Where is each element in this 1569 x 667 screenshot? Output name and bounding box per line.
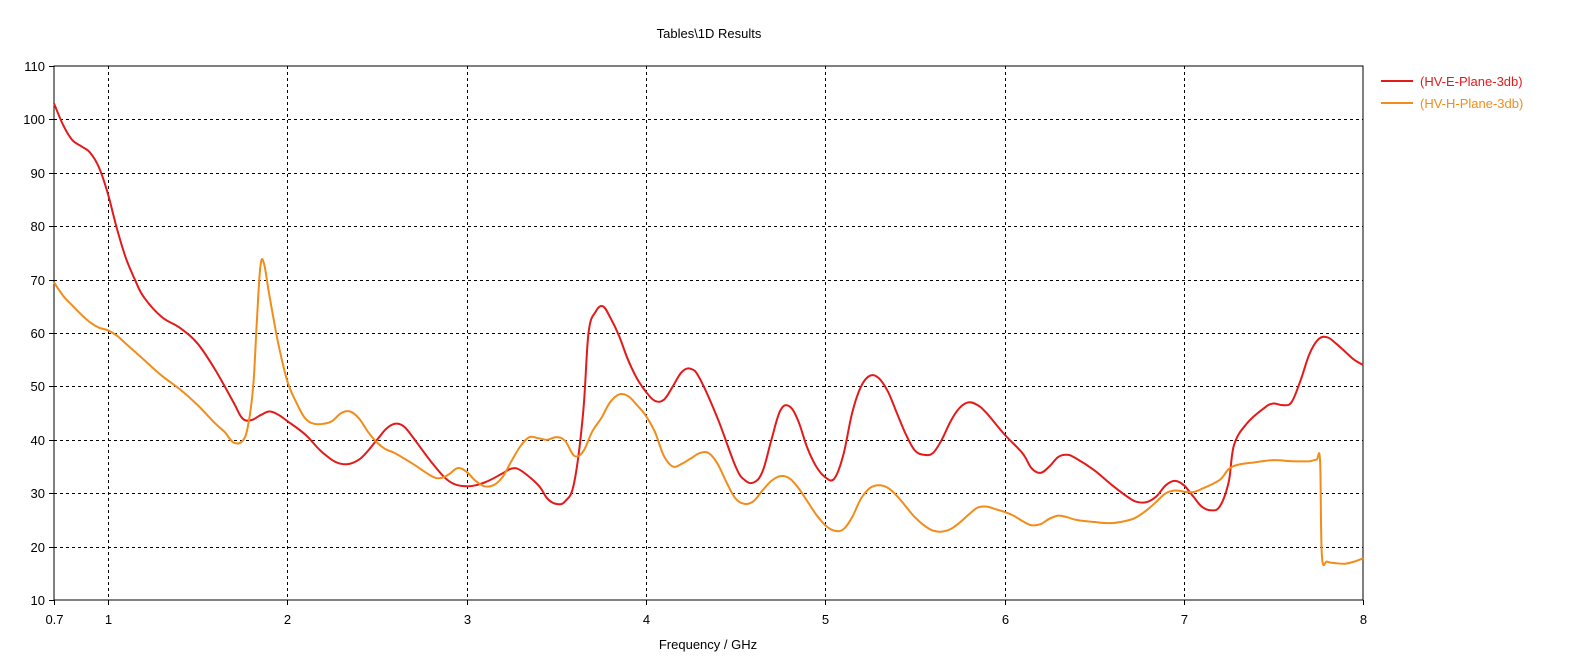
y-tick-label: 70 [31, 273, 45, 288]
legend-label: (HV-E-Plane-3db) [1420, 74, 1523, 89]
legend: (HV-E-Plane-3db) (HV-H-Plane-3db) [1381, 74, 1523, 111]
grid-lines [54, 66, 1363, 600]
chart-title: Tables\1D Results [657, 26, 762, 41]
y-tick-label: 90 [31, 166, 45, 181]
x-tick-label: 8 [1360, 612, 1367, 627]
series-line-h-plane [53, 257, 1364, 567]
x-tick-label: 5 [822, 612, 829, 627]
series-lines [53, 103, 1364, 567]
y-tick-label: 80 [31, 219, 45, 234]
y-tick-label: 60 [31, 326, 45, 341]
y-tick-label: 110 [24, 59, 45, 74]
x-tick-label: 0.7 [45, 612, 63, 627]
y-tick-label: 40 [31, 433, 45, 448]
x-tick-label: 3 [464, 612, 471, 627]
legend-label: (HV-H-Plane-3db) [1420, 96, 1523, 111]
y-tick-label: 30 [31, 486, 45, 501]
x-tick-label: 7 [1181, 612, 1188, 627]
x-axis-label: Frequency / GHz [659, 637, 757, 652]
y-tick-label: 50 [31, 379, 45, 394]
x-tick-label: 2 [284, 612, 291, 627]
series-line-e-plane [53, 103, 1364, 512]
x-tick-label: 4 [643, 612, 650, 627]
axis-ticks: 0.7 1 2 3 4 5 6 7 8 10 20 30 40 50 60 70 80 90 100 110 [23, 59, 1367, 627]
x-tick-label: 6 [1002, 612, 1009, 627]
y-tick-label: 100 [23, 112, 45, 127]
y-tick-label: 10 [31, 593, 45, 608]
y-tick-label: 20 [31, 540, 45, 555]
x-tick-label: 1 [105, 612, 112, 627]
